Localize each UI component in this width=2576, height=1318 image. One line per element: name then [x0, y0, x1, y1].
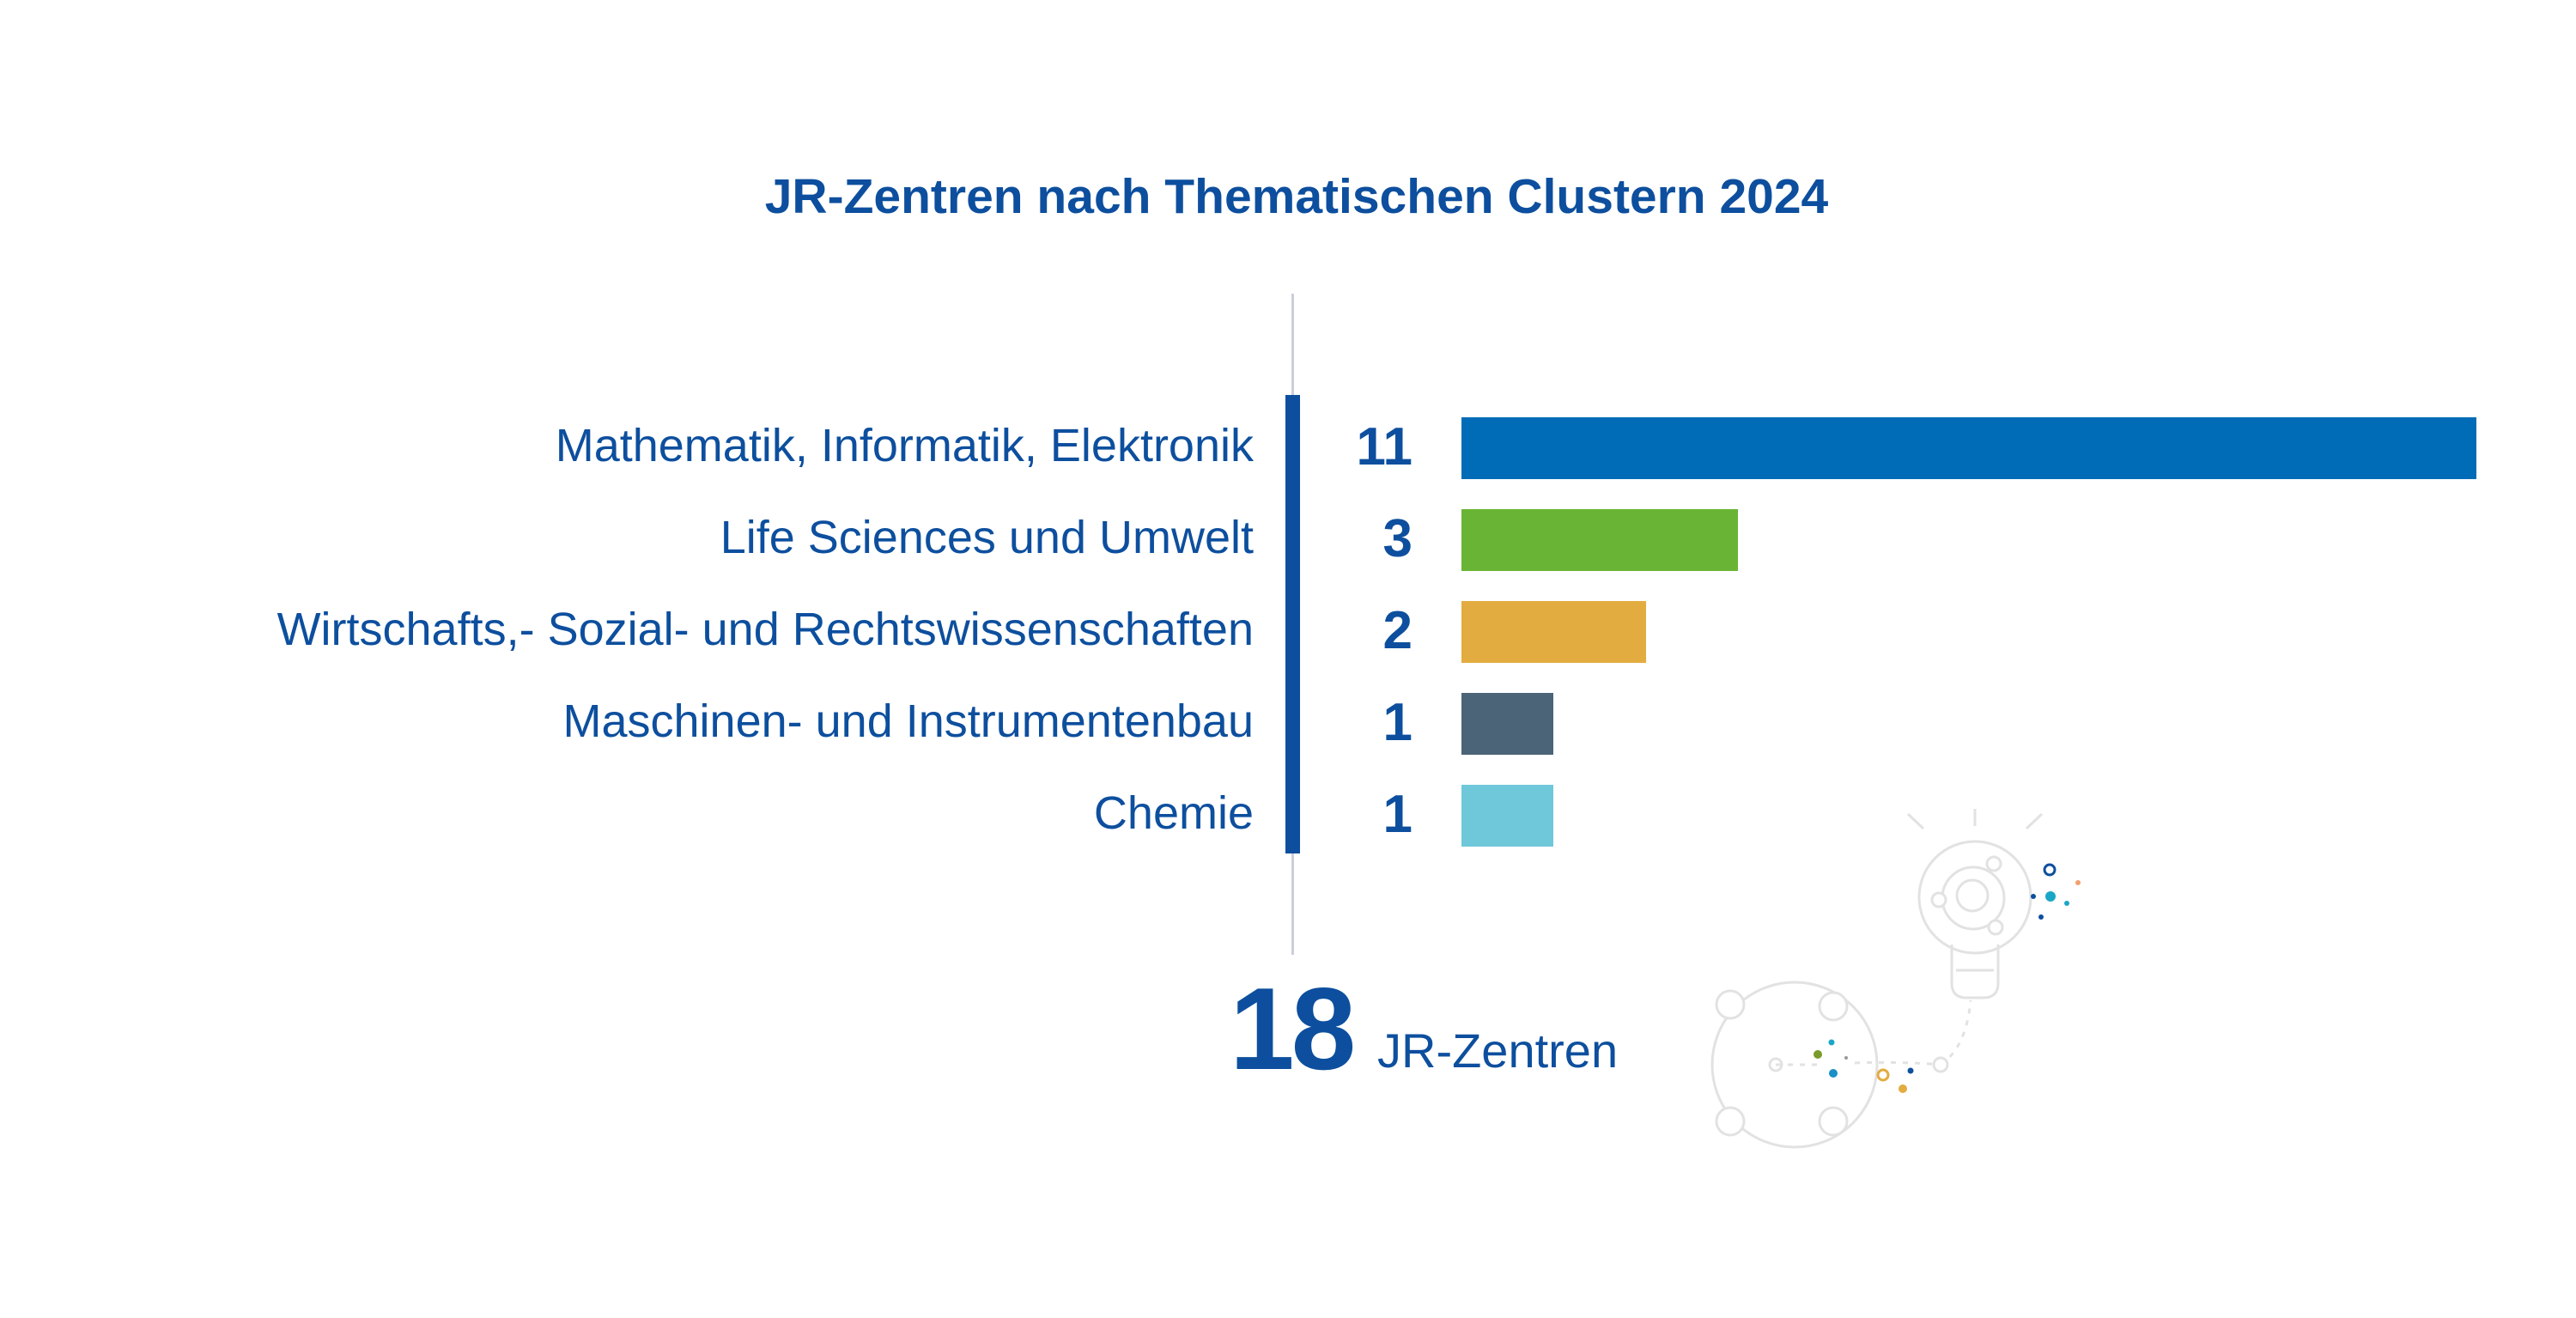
- category-label: Maschinen- und Instrumentenbau: [562, 695, 1255, 747]
- value-label: 1: [1382, 693, 1413, 752]
- category-label: Chemie: [1093, 787, 1254, 839]
- bar: [1461, 509, 1739, 571]
- category-label: Wirtschafts,- Sozial- und Rechtswissensc…: [276, 604, 1254, 655]
- value-label: 2: [1382, 601, 1413, 660]
- value-label: 1: [1382, 785, 1413, 844]
- bar: [1461, 417, 2476, 479]
- bar: [1461, 693, 1554, 755]
- axis-highlight-bar: [1285, 395, 1300, 853]
- category-label: Mathematik, Informatik, Elektronik: [555, 420, 1254, 471]
- lightbulb-network-icon: [1710, 809, 2081, 1149]
- bar: [1461, 785, 1554, 847]
- category-label: Life Sciences und Umwelt: [720, 512, 1254, 563]
- chart-title: JR-Zentren nach Thematischen Clustern 20…: [764, 169, 1829, 224]
- total-count: 18: [1230, 963, 1356, 1094]
- bar: [1461, 601, 1646, 663]
- total-unit-label: JR-Zentren: [1377, 1023, 1619, 1078]
- value-label: 3: [1382, 509, 1413, 568]
- value-label: 11: [1356, 417, 1413, 477]
